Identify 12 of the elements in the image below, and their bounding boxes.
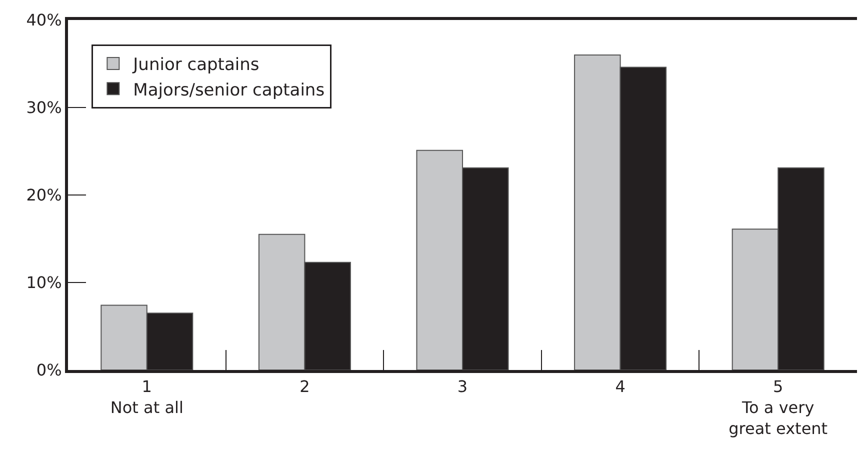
x-tick-label: 3 — [457, 377, 468, 396]
legend-label: Junior captains — [132, 55, 260, 76]
x-tick-label: 1 Not at all — [110, 377, 184, 417]
x-tick-label: 4 — [615, 377, 626, 396]
x-tick-label: 2 — [300, 377, 310, 396]
y-tick-label: 0% — [36, 360, 62, 380]
legend-label: Majors/senior captains — [133, 80, 325, 100]
x-tick-label: 5 To a very great extent — [728, 377, 828, 438]
y-tick-label: 40% — [26, 10, 62, 30]
y-tick-label: 10% — [26, 273, 62, 292]
y-tick-label: 20% — [26, 186, 62, 205]
y-tick-label: 30% — [26, 98, 62, 118]
